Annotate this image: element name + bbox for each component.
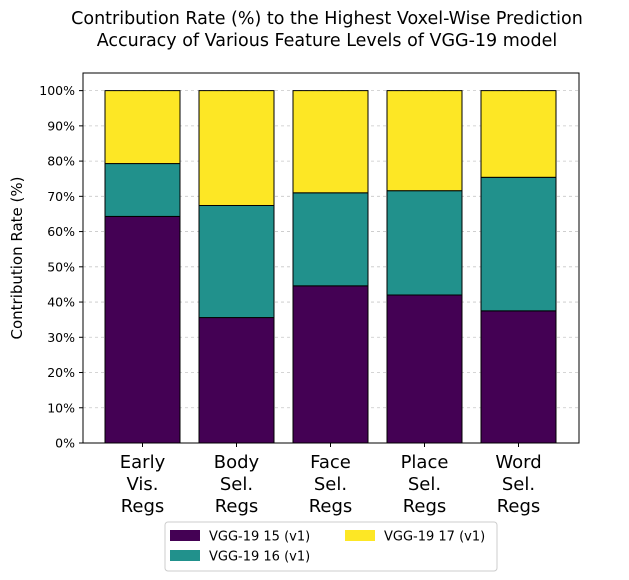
legend-label: VGG-19 17 (v1) (384, 530, 485, 545)
bar-segment-2 (386, 190, 463, 296)
legend: VGG-19 15 (v1) VGG-19 16 (v1) VGG-19 17 (v… (164, 521, 498, 572)
bar-segment-1 (198, 317, 275, 444)
bar-segment-3 (198, 90, 275, 206)
bar-segment-1 (480, 310, 557, 444)
legend-label: VGG-19 16 (v1) (209, 550, 310, 565)
bar-segment-2 (292, 192, 369, 287)
y-tick-label: 10% (47, 400, 75, 415)
y-tick-label: 0% (55, 436, 75, 451)
bar-segment-1 (104, 215, 181, 444)
bar-segment-1 (292, 285, 369, 444)
y-tick-label: 40% (47, 295, 75, 310)
y-tick-label: 50% (47, 259, 75, 274)
bar-segment-2 (480, 176, 557, 312)
bar-segment-3 (480, 90, 557, 178)
y-tick-label: 70% (47, 189, 75, 204)
y-tick-label: 80% (47, 154, 75, 169)
legend-label: VGG-19 15 (v1) (209, 530, 310, 545)
bar-segment-3 (104, 90, 181, 165)
x-tick-label: Place Sel. Regs (401, 452, 449, 517)
legend-box (164, 521, 498, 572)
y-axis-label: Contribution Rate (%) (8, 176, 26, 339)
bar-segment-2 (198, 204, 275, 319)
y-tick-label: 60% (47, 224, 75, 239)
y-tick-label: 30% (47, 330, 75, 345)
x-tick-label: Word Sel. Regs (495, 452, 541, 517)
bars (104, 90, 557, 444)
x-tick-label: Early Vis. Regs (120, 452, 166, 517)
legend-swatch (170, 550, 200, 561)
bar-segment-1 (386, 294, 463, 444)
y-tick-label: 90% (47, 118, 75, 133)
y-tick-label: 20% (47, 365, 75, 380)
chart-title-line: Accuracy of Various Feature Levels of VG… (97, 31, 558, 51)
x-axis-ticks: Early Vis. Regs Body Sel. Regs Face Sel. Regs Pla… (120, 443, 542, 517)
bar-segment-3 (292, 90, 369, 194)
y-tick-label: 100% (39, 83, 75, 98)
chart-title-line: Contribution Rate (%) to the Highest Vox… (71, 9, 583, 29)
bar-segment-2 (104, 163, 181, 217)
legend-swatch (345, 530, 375, 541)
legend-swatch (170, 530, 200, 541)
chart-title: Contribution Rate (%) to the Highest Vox… (71, 9, 583, 51)
y-axis-ticks: 0% 10% 20% 30% 40% 50% 60% 70% 80% 90% 100% (39, 83, 83, 451)
x-tick-label: Body Sel. Regs (214, 452, 260, 517)
x-tick-label: Face Sel. Regs (309, 452, 353, 517)
bar-segment-3 (386, 90, 463, 192)
